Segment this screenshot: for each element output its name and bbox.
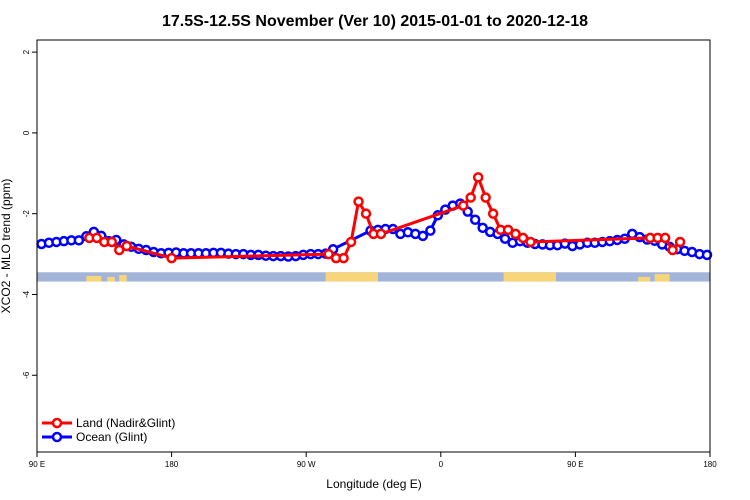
series-layer [36,172,713,264]
x-axis-label: Longitude (deg E) [326,477,421,491]
data-point-ocean [701,249,713,261]
data-point-land [465,192,476,203]
data-point-land [674,236,686,248]
y-tick-label: -6 [22,371,31,379]
land-segment [654,274,670,282]
y-tick-label: 2 [22,49,31,54]
legend: Land (Nadir&Glint) Ocean (Glint) [42,416,175,444]
data-point-land [121,240,132,252]
land-segment [86,275,102,282]
data-point-land [353,196,364,207]
data-point-ocean [477,222,488,234]
y-axis-label: XCO2 - MLO trend (ppm) [0,179,13,314]
data-point-land [345,236,357,248]
data-point-land [480,192,491,203]
data-point-land [106,236,118,248]
plot-frame [36,39,711,453]
x-tick-label: 90 E [567,460,583,469]
x-axis: 90 E 180 90 W 0 90 E 180 [29,452,717,469]
land-segment [503,272,556,282]
land-segment [638,276,651,282]
y-axis: 2 0 -2 -4 -6 [22,49,37,379]
data-point-ocean [469,214,481,225]
data-point-land [487,208,499,219]
x-tick-label: 90 W [297,460,316,469]
data-point-land [510,228,521,240]
data-point-land [323,248,334,260]
data-point-land [517,232,529,244]
land-segment [325,272,378,282]
data-point-land [472,172,484,183]
legend-label-ocean: Ocean (Glint) [76,430,147,444]
data-point-land [667,244,678,256]
series-land [84,172,686,264]
data-point-land [91,232,103,244]
x-tick-label: 90 E [29,460,45,469]
y-tick-label: -4 [22,290,31,298]
y-tick-label: 0 [22,130,31,135]
data-point-ocean [73,235,85,246]
data-point-land [457,200,469,211]
data-point-land [338,252,349,264]
x-tick-label: 180 [703,460,717,469]
data-point-ocean [499,233,511,244]
legend-marker-ocean [51,431,63,443]
data-point-land [659,232,671,244]
y-tick-label: -2 [22,210,31,218]
land-segment [107,276,115,282]
data-point-land [375,228,387,240]
land-segment [119,275,127,282]
data-point-land [114,244,125,256]
data-point-land [525,236,536,248]
chart-title: 17.5S-12.5S November (Ver 10) 2015-01-01… [162,13,588,30]
legend-label-land: Land (Nadir&Glint) [76,416,175,430]
data-point-land [360,208,372,219]
legend-marker-land [51,417,63,429]
x-tick-label: 0 [439,460,444,469]
x-tick-label: 180 [165,460,179,469]
data-point-land [502,224,514,236]
data-point-ocean [425,225,436,236]
data-point-ocean [417,230,429,242]
surface-type-strip [37,272,710,282]
data-point-land [166,252,177,264]
